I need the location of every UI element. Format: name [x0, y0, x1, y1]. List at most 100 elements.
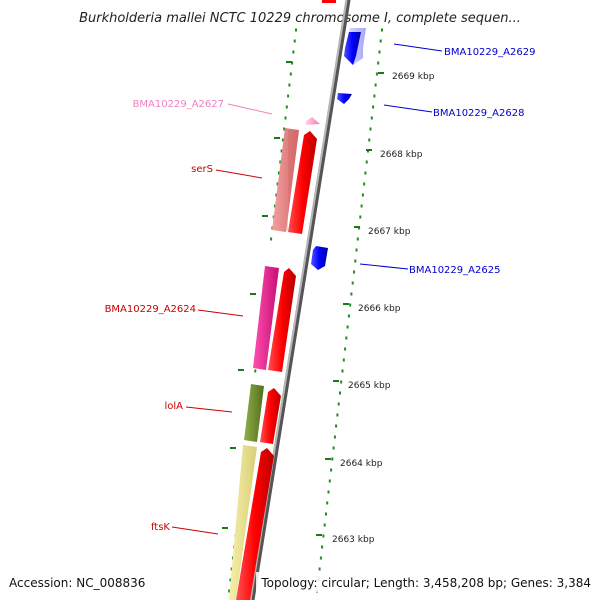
leader-bma10229-a2629 [393, 43, 443, 52]
gc-dot [347, 314, 350, 318]
map-title: Burkholderia mallei NCTC 10229 chromosom… [79, 11, 521, 26]
gc-dot [350, 292, 353, 296]
gc-dot [276, 182, 279, 186]
gene-label-bma10229-a2624[interactable]: BMA10229_A2624 [105, 304, 196, 315]
gene-bma10229-a2628[interactable] [337, 93, 352, 104]
gc-dot [354, 259, 357, 263]
gene-bma10229-a2624[interactable] [253, 266, 296, 372]
gc-dot [337, 402, 340, 406]
leader-bma10229-a2624 [197, 309, 244, 317]
gene-label-lol-a[interactable]: lolA [164, 401, 183, 412]
gc-dot [336, 413, 339, 417]
gc-dot [230, 567, 233, 571]
gene-label-fts-k[interactable]: ftsK [151, 522, 170, 533]
gc-dot [341, 369, 344, 373]
gc-dot [330, 468, 333, 472]
gc-dot [295, 28, 297, 32]
gc-dot [335, 424, 338, 428]
gc-dot [351, 281, 354, 285]
gc-dot [355, 248, 358, 252]
scale-tick-2669: 2669 kbp [378, 72, 435, 82]
gc-dot [349, 303, 352, 307]
tick-label: 2665 kbp [348, 381, 391, 391]
gene-fts-k[interactable] [229, 445, 274, 600]
scale-tick-2665: 2665 kbp [333, 380, 391, 391]
scale-tick-2667: 2667 kbp [354, 226, 411, 237]
gc-dot [359, 215, 362, 219]
gc-dot [322, 534, 325, 538]
genome-backbone [249, 0, 351, 600]
gc-dot [281, 138, 284, 142]
gc-dot [375, 72, 378, 76]
gc-dot [379, 39, 382, 43]
tick-label: 2667 kbp [368, 227, 411, 237]
gc-dot [361, 193, 364, 197]
gc-dot [326, 501, 329, 505]
gc-dot [345, 336, 348, 340]
gc-dot [277, 171, 280, 175]
scale-tick-2664: 2664 kbp [325, 458, 383, 469]
gc-dot [331, 457, 334, 461]
gene-label-bma10229-a2627[interactable]: BMA10229_A2627 [133, 99, 224, 110]
tick-label: 2663 kbp [332, 535, 375, 545]
gc-dot [283, 127, 286, 131]
leader-bma10229-a2628 [383, 104, 433, 113]
gc-dot [275, 193, 278, 197]
gc-dot [293, 39, 296, 43]
gc-dot [360, 204, 363, 208]
gc-dot [381, 28, 383, 32]
leader-lol-a [185, 406, 233, 413]
gc-dot [344, 347, 347, 351]
gc-dot [332, 446, 335, 450]
gc-dot [327, 490, 330, 494]
gc-dot [356, 237, 359, 241]
gc-dot [289, 72, 292, 76]
gene-lol-a[interactable] [244, 384, 281, 444]
gc-dot [378, 50, 381, 54]
gene-label-bma10229-a2628[interactable]: BMA10229_A2628 [433, 108, 524, 119]
gc-dot [353, 270, 355, 274]
gc-dot [279, 160, 282, 164]
gc-dot [325, 512, 327, 516]
gc-dot [321, 545, 324, 549]
gc-dot [291, 61, 294, 65]
gc-dot [270, 237, 273, 241]
left-scale-ticks [222, 61, 292, 529]
gc-dot [284, 116, 287, 120]
gc-dot [328, 479, 331, 483]
gc-dot [374, 83, 377, 87]
gc-dot [287, 94, 290, 98]
summary-text: Topology: circular; Length: 3,458,208 bp… [260, 576, 591, 590]
gc-dot [346, 325, 349, 329]
gc-dot [228, 589, 231, 593]
leader-ser-s [215, 169, 263, 179]
gc-dot [363, 182, 366, 186]
gc-dot [377, 61, 380, 65]
gc-dot [370, 116, 373, 120]
tick-label: 2666 kbp [358, 304, 401, 314]
gene-ser-s[interactable] [272, 128, 317, 234]
gc-dot [229, 578, 232, 582]
gc-dot [365, 160, 368, 164]
gene-bma10229-a2629[interactable] [344, 28, 366, 65]
scale-tick-2668: 2668 kbp [366, 149, 423, 160]
tick-label: 2664 kbp [340, 459, 383, 469]
gc-dot [339, 391, 341, 395]
gene-bma10229-a2627[interactable] [306, 117, 320, 125]
scale-tick-2666: 2666 kbp [343, 303, 401, 314]
gene-label-ser-s[interactable]: serS [191, 164, 213, 175]
gc-dot [288, 83, 291, 87]
tick-label: 2668 kbp [380, 150, 423, 160]
leader-bma10229-a2625 [359, 263, 409, 270]
footer-left-bg [4, 572, 149, 592]
gc-dot [368, 138, 371, 142]
gene-bma10229-a2625[interactable] [311, 246, 328, 270]
accession-text: Accession: NC_008836 [9, 576, 145, 590]
leader-fts-k [171, 526, 219, 535]
gene-label-bma10229-a2625[interactable]: BMA10229_A2625 [409, 265, 500, 276]
gene-label-bma10229-a2629[interactable]: BMA10229_A2629 [444, 47, 535, 58]
gc-dot [285, 105, 288, 109]
scale-tick-2663: 2663 kbp [316, 534, 375, 545]
gc-dot [319, 556, 322, 560]
